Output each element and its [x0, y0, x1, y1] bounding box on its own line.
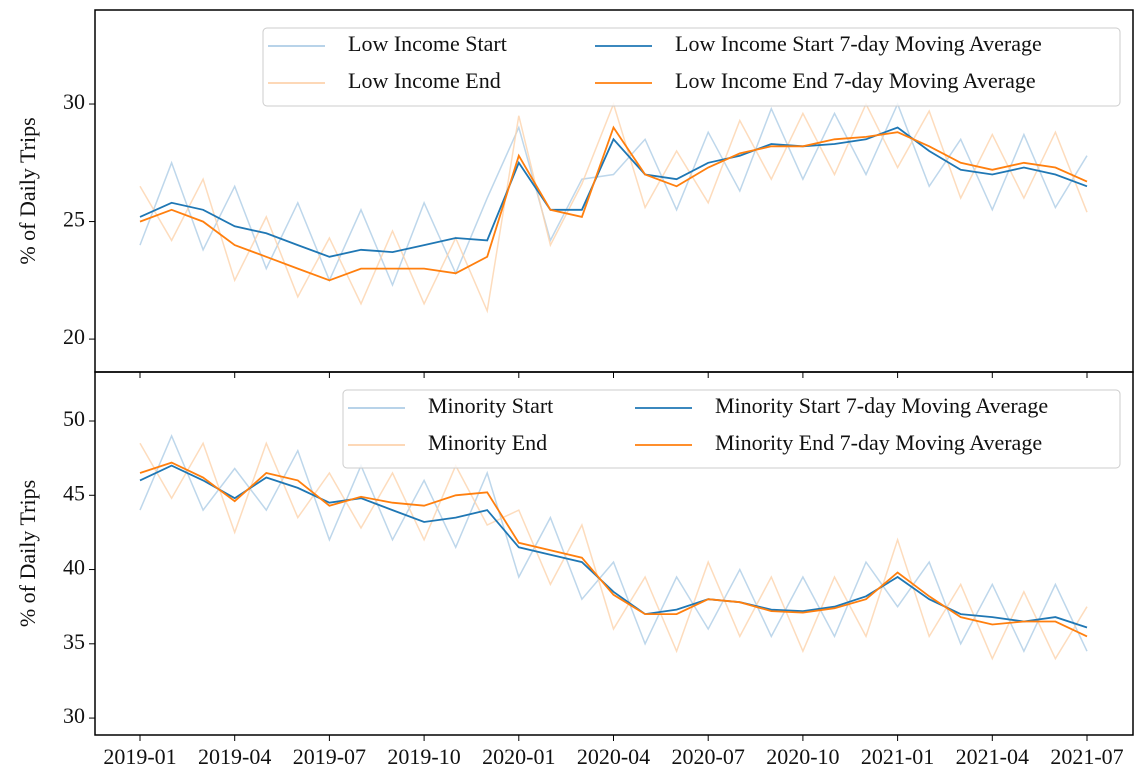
- x-tick-label: 2019-10: [387, 744, 460, 769]
- x-tick-label: 2020-01: [482, 744, 555, 769]
- legend-box: [262, 27, 1121, 107]
- y-tick-label: 40: [63, 555, 85, 580]
- legend-label: Low Income Start: [348, 31, 507, 56]
- series-line: [139, 126, 1088, 258]
- x-tick-label: 2019-04: [198, 744, 271, 769]
- y-tick-label: 50: [63, 406, 85, 431]
- x-tick-label: 2021-04: [956, 744, 1029, 769]
- series-line: [139, 464, 1088, 629]
- legend-label: Low Income End: [348, 68, 501, 93]
- series-line: [139, 433, 1088, 653]
- x-tick-label: 2020-10: [766, 744, 839, 769]
- series-line: [139, 101, 1088, 314]
- legend-label: Minority End: [428, 430, 547, 455]
- x-tick-label: 2020-07: [672, 744, 745, 769]
- series-line: [139, 461, 1088, 638]
- x-tick-label: 2021-07: [1050, 744, 1123, 769]
- x-tick-label: 2019-07: [293, 744, 366, 769]
- y-axis-label: % of Daily Trips: [15, 117, 40, 264]
- y-tick-label: 35: [63, 629, 85, 654]
- x-tick-label: 2021-01: [861, 744, 934, 769]
- y-axis-label: % of Daily Trips: [15, 480, 40, 627]
- legend-label: Low Income Start 7-day Moving Average: [675, 31, 1042, 56]
- legend-label: Minority End 7-day Moving Average: [715, 430, 1042, 455]
- x-tick-label: 2020-04: [577, 744, 650, 769]
- y-tick-label: 25: [63, 207, 85, 232]
- y-tick-label: 30: [63, 703, 85, 728]
- legend-label: Low Income End 7-day Moving Average: [675, 68, 1036, 93]
- y-tick-label: 20: [63, 324, 85, 349]
- series-line: [139, 125, 1088, 282]
- y-tick-label: 45: [63, 480, 85, 505]
- legend-box: [342, 389, 1121, 469]
- x-tick-label: 2019-01: [103, 744, 176, 769]
- axes-frame: [94, 371, 1134, 736]
- series-line: [139, 441, 1088, 661]
- y-tick-label: 30: [63, 89, 85, 114]
- legend-label: Minority Start: [428, 393, 553, 418]
- legend-label: Minority Start 7-day Moving Average: [715, 393, 1048, 418]
- series-line: [139, 102, 1088, 288]
